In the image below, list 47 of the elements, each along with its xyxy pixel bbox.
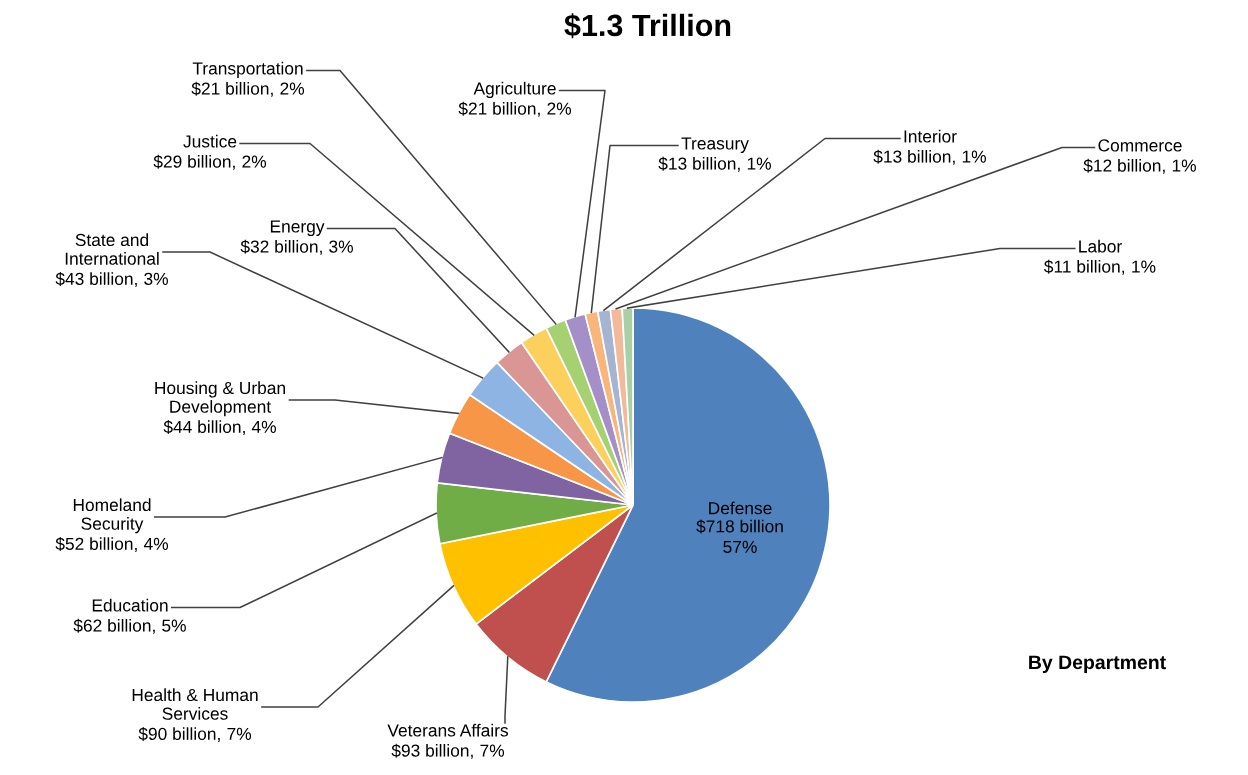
data-label: $29 billion, <box>153 154 235 170</box>
slice-label: Energy <box>270 220 325 236</box>
slice-label: Commerce <box>1098 139 1182 152</box>
slice-label: Labor <box>1079 239 1122 253</box>
text: 1% <box>747 157 771 170</box>
text: 7% <box>480 744 505 757</box>
text: 1% <box>1172 159 1196 172</box>
data-label: $21 billion, <box>458 101 540 117</box>
slice-label: Veterans Affairs <box>387 723 509 737</box>
text: 7% <box>227 727 252 740</box>
slice-label: Transportation <box>192 61 303 78</box>
data-label: $62 billion, <box>73 618 155 634</box>
text: 4% <box>143 537 169 550</box>
slice-label: State and International <box>65 233 159 265</box>
data-label: $11 billion, <box>1044 259 1124 275</box>
data-label: $13 billion, <box>873 149 955 165</box>
data-label: $32 billion, <box>240 239 322 255</box>
data-label: $13 billion, <box>658 156 740 172</box>
chart-title: $1.3 Trillion <box>564 13 731 39</box>
slice-label: Housing & Urban Development <box>155 381 285 417</box>
slice-label: Interior <box>904 129 957 143</box>
data-label: $43 billion, <box>55 271 137 288</box>
text: 57% <box>723 540 757 553</box>
text: 1% <box>962 150 986 163</box>
slice-label: Defense <box>709 501 772 515</box>
data-label: $93 billion, <box>391 743 473 759</box>
slice-label: Homeland Security <box>73 498 151 534</box>
data-label: $21 billion, <box>191 81 273 97</box>
text: 2% <box>547 102 572 115</box>
text: 2% <box>242 155 267 168</box>
slice-label: Education <box>92 598 168 612</box>
text: 1% <box>1132 260 1156 273</box>
text: 5% <box>162 619 186 632</box>
slice-label: Health & Human Services <box>132 688 258 720</box>
slice-label: Justice <box>183 134 237 148</box>
data-label: $12 billion, <box>1083 158 1165 174</box>
data-label: $52 billion, <box>55 536 137 553</box>
text: 3% <box>144 272 168 285</box>
slice-label: Agriculture <box>473 81 556 98</box>
text: 4% <box>251 420 276 433</box>
slice-label: Treasury <box>681 137 749 153</box>
text: By Department <box>1029 655 1166 674</box>
text: 2% <box>280 82 305 95</box>
text: 3% <box>329 240 353 253</box>
data-label: $90 billion, <box>138 726 220 743</box>
data-label: $718 billion <box>696 519 783 534</box>
data-label: $44 billion, <box>163 419 245 436</box>
